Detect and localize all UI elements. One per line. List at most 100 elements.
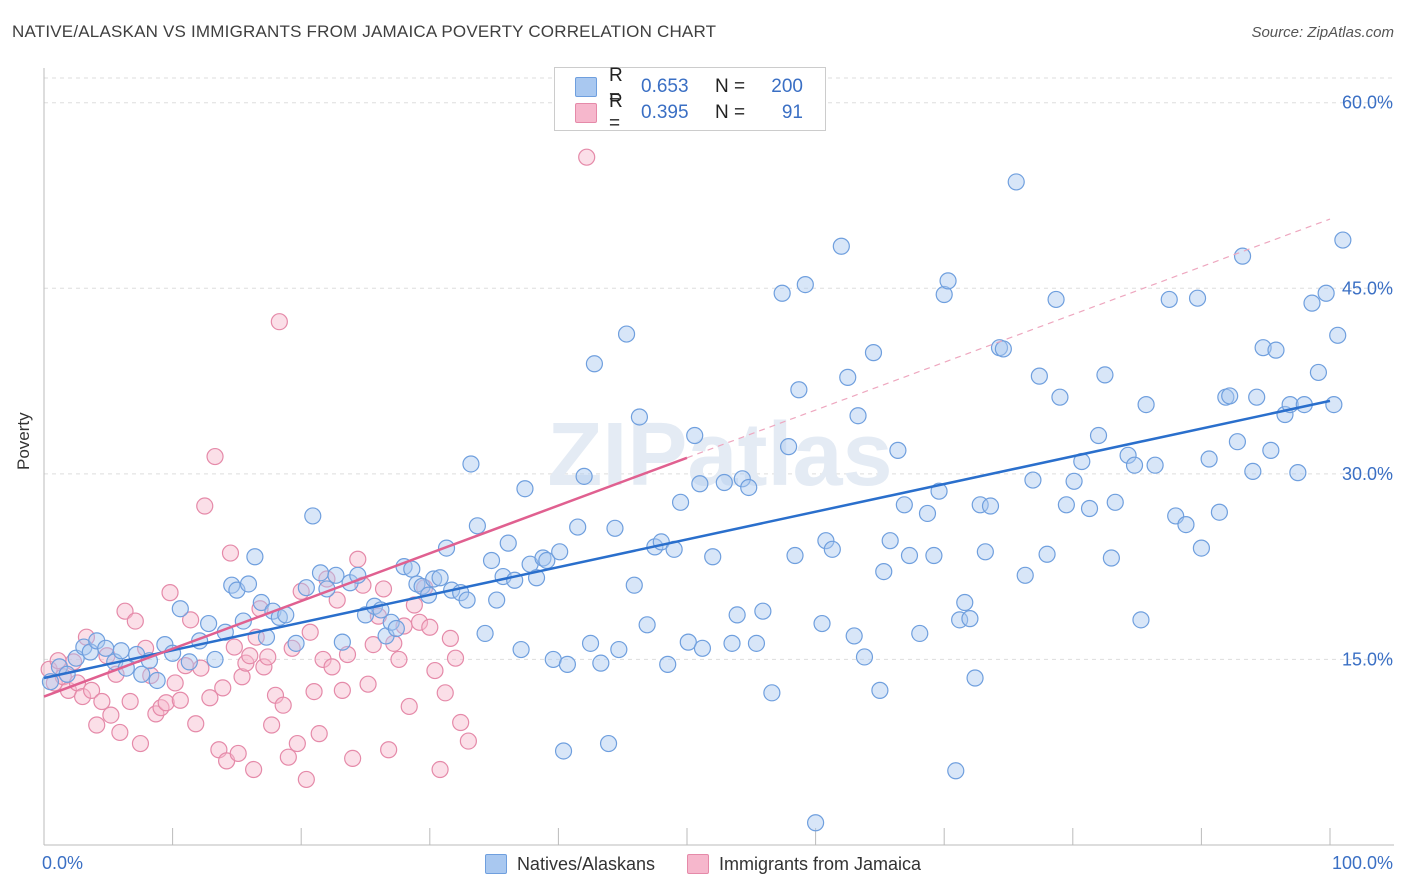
natives-point (1221, 387, 1239, 405)
jamaica-point (259, 648, 277, 666)
jamaica-point (93, 692, 111, 711)
natives-point (961, 610, 979, 628)
y-tick-label: 45.0% (1342, 278, 1393, 298)
natives-point (1228, 433, 1247, 451)
natives-point (581, 634, 600, 652)
legend-label: Immigrants from Jamaica (719, 853, 922, 874)
natives-point (599, 734, 618, 753)
jamaica-point (459, 732, 477, 750)
natives-point (1248, 388, 1266, 406)
jamaica-point (166, 674, 184, 692)
natives-point (671, 493, 690, 511)
n-value: 91 (781, 102, 803, 123)
jamaica-point (390, 650, 408, 669)
natives-point (1329, 326, 1347, 344)
natives-point (773, 284, 791, 302)
natives-point (569, 518, 587, 536)
natives-point (871, 681, 889, 699)
natives-point (976, 543, 994, 561)
series-legend: Natives/Alaskans Immigrants from Jamaica (0, 852, 1406, 876)
jamaica-point (171, 691, 189, 709)
natives-point (1106, 493, 1124, 511)
natives-point (630, 408, 649, 426)
natives-point (693, 639, 712, 657)
jamaica-point (288, 734, 306, 753)
jamaica-point (157, 694, 175, 712)
natives-point (1262, 441, 1280, 459)
natives-point (246, 548, 264, 566)
jamaica-point (318, 570, 336, 588)
x-tick-label: 100.0% (1332, 853, 1393, 873)
jamaica-point (225, 638, 243, 656)
natives-point (606, 519, 624, 537)
natives-point (512, 640, 530, 659)
jamaica-point (441, 629, 459, 648)
natives-point (356, 606, 375, 624)
jamaica-point (245, 760, 263, 779)
natives-point (855, 648, 874, 666)
y-axis-label: Poverty (14, 412, 33, 470)
natives-point (1267, 341, 1285, 359)
jamaica-point (221, 544, 240, 562)
jamaica-point (270, 313, 288, 331)
natives-point (779, 438, 798, 456)
natives-point (1317, 284, 1335, 302)
legend-swatch-pink (575, 103, 597, 123)
natives-point (499, 534, 517, 552)
natives-point (1016, 566, 1034, 584)
natives-point (610, 640, 628, 659)
natives-point (97, 639, 115, 657)
natives-point (813, 614, 831, 633)
jamaica-point (233, 668, 251, 686)
natives-point (585, 355, 604, 373)
legend-swatch-blue (575, 77, 597, 97)
natives-point (206, 650, 224, 669)
correlation-legend: R = 0.653 N = 200 R = 0.395 N = 91 (554, 65, 826, 134)
y-tick-label: 60.0% (1342, 93, 1393, 113)
natives-point (468, 517, 486, 535)
axes (43, 68, 1394, 846)
jamaica-point (400, 697, 418, 716)
jamaica-point (88, 716, 106, 734)
natives-point (488, 591, 506, 609)
natives-point (691, 475, 709, 493)
jamaica-point (241, 647, 259, 665)
r-value: 0.653 (641, 76, 689, 97)
natives-point (133, 665, 151, 683)
natives-point (715, 473, 733, 492)
legend-item-natives[interactable]: Natives/Alaskans (484, 854, 655, 875)
jamaica-point (452, 713, 470, 732)
jamaica-point (196, 497, 214, 515)
natives-point (864, 344, 883, 362)
natives-point (747, 634, 766, 652)
natives-point (575, 467, 593, 485)
jamaica-point (297, 770, 315, 789)
natives-point (966, 669, 984, 687)
natives-point (1325, 395, 1343, 414)
natives-point (625, 576, 643, 594)
r-label: R = (609, 91, 623, 134)
jamaica-point (229, 744, 247, 763)
natives-point (1102, 549, 1120, 567)
jamaica-point (305, 682, 323, 701)
legend-row-jamaica: R = 0.395 N = 91 (575, 91, 803, 134)
natives-point (458, 591, 476, 609)
legend-row-natives: R = 0.653 N = 200 (575, 65, 803, 108)
legend-item-jamaica[interactable]: Immigrants from Jamaica (687, 854, 921, 875)
natives-point (425, 570, 443, 588)
r-label: R = (609, 65, 623, 108)
natives-point (763, 684, 781, 702)
jamaica-point (364, 635, 382, 654)
natives-point (239, 575, 258, 593)
natives-point (617, 325, 636, 343)
jamaica-point (426, 661, 444, 680)
source-label: Source: ZipAtlas.com (1251, 24, 1394, 41)
natives-point (1080, 499, 1099, 518)
natives-point (925, 546, 943, 565)
jamaica-point (436, 684, 454, 702)
jamaica-point (410, 613, 429, 631)
natives-point (638, 616, 656, 634)
y-tick-label: 30.0% (1342, 464, 1393, 484)
natives-point (1309, 363, 1328, 382)
natives-point (462, 455, 480, 473)
